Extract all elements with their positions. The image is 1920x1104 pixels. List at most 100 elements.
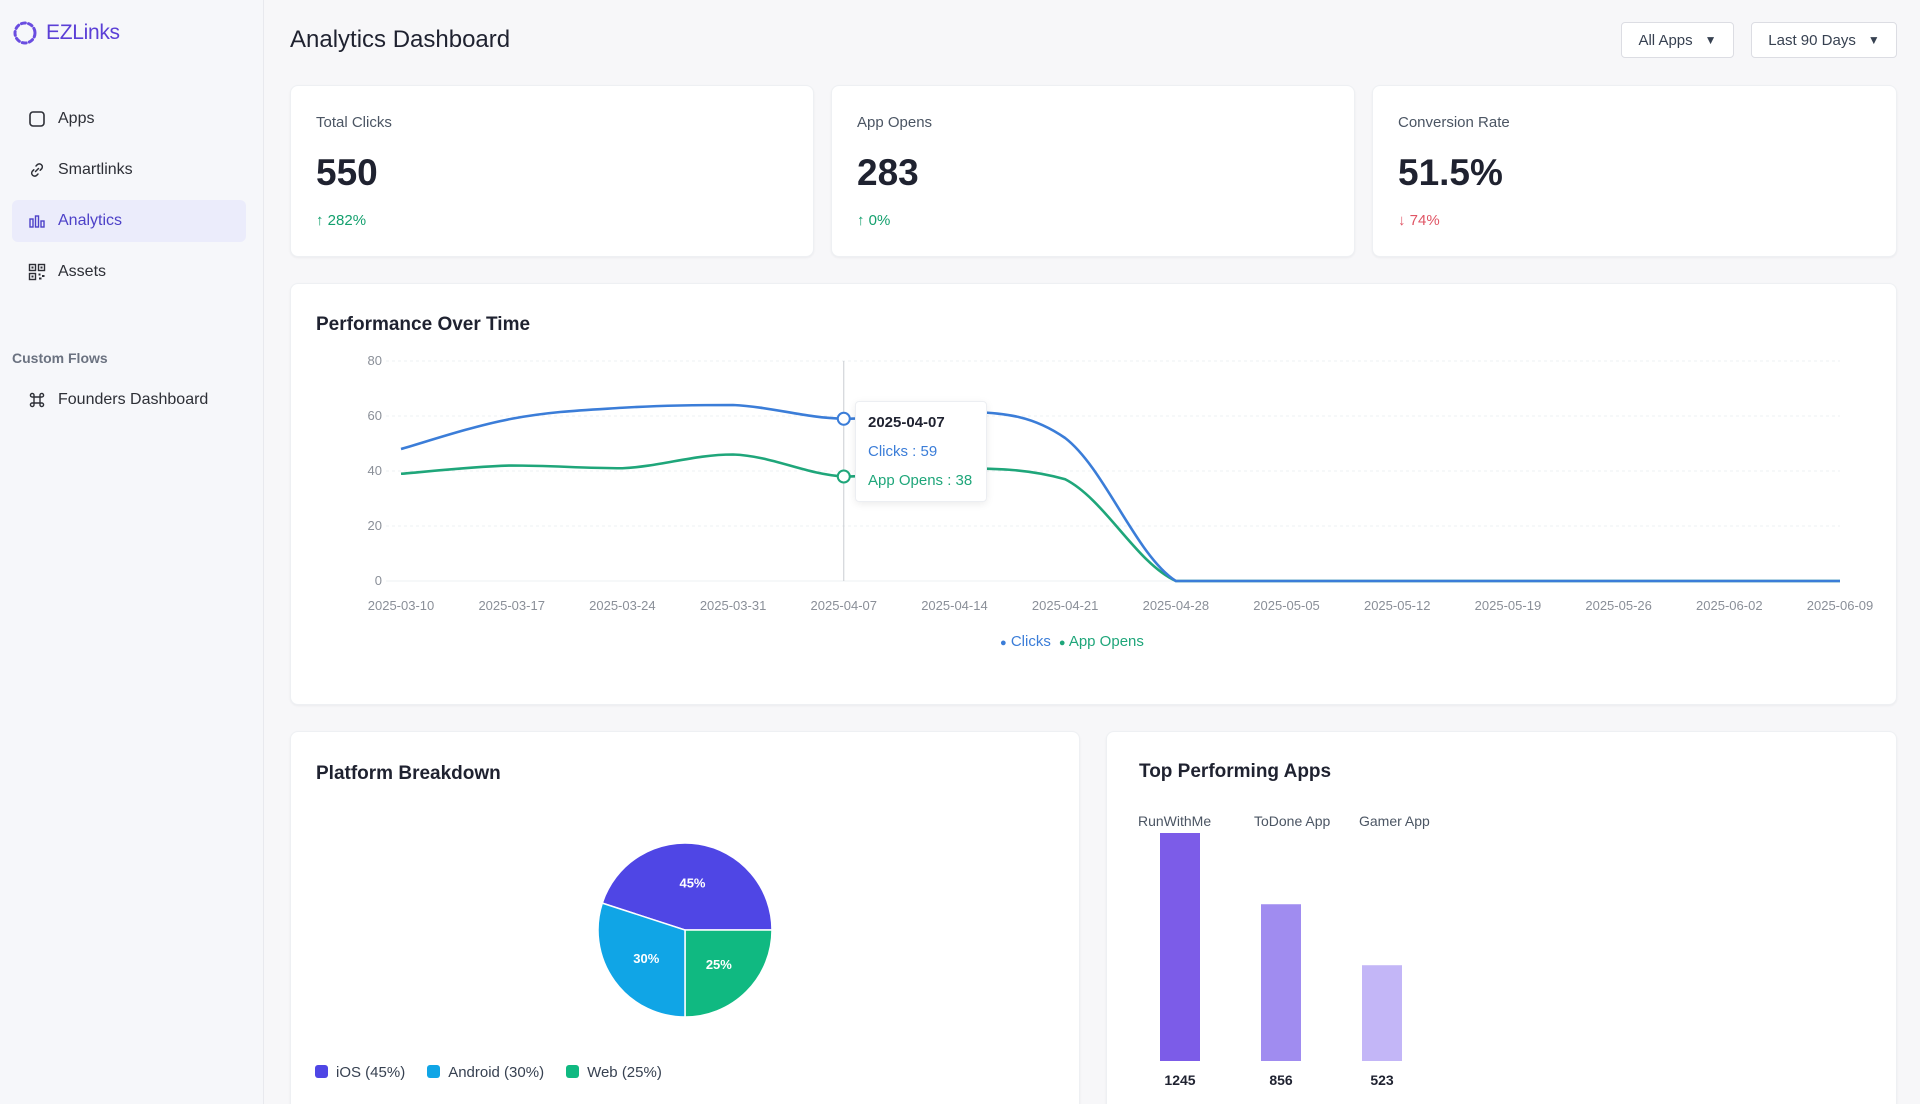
tooltip-date: 2025-04-07: [868, 414, 945, 431]
sidebar-item-label: Assets: [58, 263, 107, 280]
sidebar-item-label: Analytics: [58, 212, 123, 229]
x-tick-label: 2025-05-26: [1585, 598, 1652, 613]
x-tick-label: 2025-03-10: [368, 598, 435, 613]
legend-label: iOS (45%): [336, 1064, 406, 1081]
x-tick-label: 2025-03-24: [589, 598, 656, 613]
tooltip-opens: App Opens : 38: [868, 472, 973, 489]
date-range-dropdown[interactable]: Last 90 Days ▼: [1751, 22, 1897, 58]
slice-label: 45%: [679, 876, 705, 891]
app-filter-value: All Apps: [1638, 31, 1693, 49]
x-tick-label: 2025-04-28: [1143, 598, 1210, 613]
top-apps-title: Top Performing Apps: [1139, 761, 1332, 782]
swatch-web: [566, 1065, 580, 1078]
hover-point: [836, 469, 851, 484]
tooltip-clicks: Clicks : 59: [868, 443, 938, 460]
legend-label: Clicks: [1010, 633, 1051, 650]
y-tick-label: 60: [368, 408, 382, 423]
legend-item-android[interactable]: Android (30%): [427, 1064, 544, 1081]
brand-logo[interactable]: EZLinks: [12, 20, 120, 46]
legend-label: Android (30%): [448, 1064, 545, 1081]
slice-web: [684, 929, 773, 1018]
y-tick-label: 40: [368, 463, 382, 478]
date-range-value: Last 90 Days: [1768, 31, 1856, 49]
stat-value: 51.5%: [1398, 152, 1503, 193]
swatch-android: [427, 1065, 441, 1078]
performance-card: Performance Over Time: [290, 283, 1897, 705]
bar-value-label: 856: [1269, 1072, 1293, 1088]
bar: [1362, 965, 1402, 1061]
arrow-up-icon: ↑: [857, 212, 865, 229]
bar-category-label: RunWithMe: [1138, 813, 1211, 829]
bar-chart-icon: [29, 215, 45, 228]
stat-delta-value: 74%: [1409, 212, 1440, 229]
square-icon: [29, 111, 45, 127]
swatch-ios: [315, 1065, 328, 1078]
x-tick-label: 2025-03-31: [700, 598, 767, 613]
legend-item-ios[interactable]: iOS (45%): [315, 1064, 405, 1081]
stat-card-total-clicks: Total Clicks 550 ↑ 282%: [290, 85, 814, 257]
bar-category-label: ToDone App: [1254, 813, 1330, 829]
platform-legend: iOS (45%) Android (30%) Web (25%): [315, 1064, 662, 1081]
sidebar-item-analytics[interactable]: Analytics: [12, 200, 246, 242]
x-tick-label: 2025-03-17: [478, 598, 544, 613]
x-tick-label: 2025-06-02: [1696, 598, 1763, 613]
stat-label: App Opens: [857, 114, 933, 131]
y-tick-label: 80: [368, 353, 382, 368]
performance-title: Performance Over Time: [316, 314, 531, 335]
legend-item-opens[interactable]: ● App Opens: [1058, 633, 1144, 650]
bar: [1160, 833, 1200, 1061]
stat-card-conversion-rate: Conversion Rate 51.5% ↓ 74%: [1372, 85, 1897, 257]
stat-delta: ↑ 0%: [857, 212, 890, 229]
top-apps-bar-chart[interactable]: RunWithMe 1245 ToDone App 856 Gamer App 523: [1106, 731, 1897, 1104]
arrow-up-icon: ↑: [316, 212, 324, 229]
stat-label: Total Clicks: [316, 114, 392, 131]
legend-item-clicks[interactable]: ● Clicks: [1000, 633, 1051, 650]
caret-down-icon: ▼: [1704, 33, 1717, 47]
clicks-line: [400, 403, 1840, 583]
legend-label: Web (25%): [587, 1064, 662, 1081]
brand-name: EZLinks: [46, 21, 120, 44]
platform-title: Platform Breakdown: [316, 763, 501, 784]
bar-value-label: 1245: [1164, 1072, 1195, 1088]
x-tick-label: 2025-05-12: [1364, 598, 1431, 613]
x-tick-label: 2025-05-05: [1253, 598, 1320, 613]
platform-pie-chart[interactable]: 45% 25% 30%: [590, 835, 780, 1025]
sidebar-item-label: Founders Dashboard: [58, 391, 209, 408]
hover-point: [836, 411, 851, 426]
sidebar-item-label: Smartlinks: [58, 161, 133, 178]
x-tick-label: 2025-04-07: [811, 598, 878, 613]
performance-legend: ● Clicks ● App Opens: [1000, 633, 1144, 650]
legend-label: App Opens: [1068, 633, 1144, 650]
top-apps-card: Top Performing Apps: [1106, 731, 1897, 1104]
stat-value: 283: [857, 152, 919, 193]
custom-flows-heading: Custom Flows: [12, 350, 108, 366]
bar-category-label: Gamer App: [1359, 813, 1430, 829]
stat-card-app-opens: App Opens 283 ↑ 0%: [831, 85, 1355, 257]
x-tick-label: 2025-06-09: [1807, 598, 1874, 613]
app-opens-line: [400, 453, 1840, 583]
stat-delta: ↑ 282%: [316, 212, 366, 229]
performance-line-chart[interactable]: 0 20 40 60 80 2025-03-10 2025-03-17 2025-03-24 2…: [290, 283, 1897, 705]
legend-item-web[interactable]: Web (25%): [566, 1064, 662, 1081]
stat-delta: ↓ 74%: [1398, 212, 1440, 229]
x-tick-label: 2025-04-14: [921, 598, 988, 613]
arrow-down-icon: ↓: [1398, 212, 1406, 229]
stat-delta-value: 282%: [327, 212, 367, 229]
qr-code-icon: [28, 263, 46, 281]
slice-ios: [601, 842, 773, 931]
sidebar-item-assets[interactable]: Assets: [12, 251, 246, 293]
caret-down-icon: ▼: [1867, 33, 1880, 47]
custom-flows-nav: Founders Dashboard: [12, 379, 246, 430]
logo-icon: [13, 21, 37, 45]
bar-value-label: 523: [1370, 1072, 1394, 1088]
slice-label: 25%: [706, 957, 732, 972]
link-icon: [30, 163, 44, 177]
x-tick-label: 2025-04-21: [1032, 598, 1099, 613]
app-filter-dropdown[interactable]: All Apps ▼: [1621, 22, 1734, 58]
sidebar-item-founders-dashboard[interactable]: Founders Dashboard: [12, 379, 246, 421]
sidebar-item-smartlinks[interactable]: Smartlinks: [12, 149, 246, 191]
page-title: Analytics Dashboard: [290, 26, 511, 53]
stat-delta-value: 0%: [868, 212, 891, 229]
chart-tooltip: 2025-04-07 Clicks : 59 App Opens : 38: [855, 401, 987, 502]
sidebar-item-apps[interactable]: Apps: [12, 98, 246, 140]
